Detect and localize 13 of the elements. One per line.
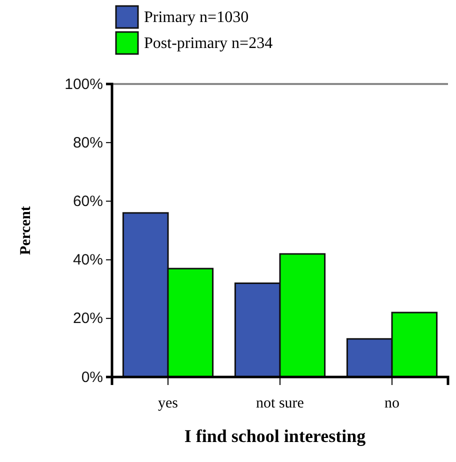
y-tick-label: 20% <box>72 310 103 328</box>
legend-label: Post-primary n=234 <box>144 35 273 52</box>
x-tick-label: not sure <box>256 396 304 412</box>
y-tick-label: 80% <box>72 134 103 152</box>
y-axis-title: Percent <box>18 206 34 255</box>
x-tick-label: yes <box>158 396 178 412</box>
legend-label: Primary n=1030 <box>144 9 249 26</box>
x-axis-title: I find school interesting <box>184 426 366 446</box>
x-tick-label: no <box>384 396 400 412</box>
y-tick-label: 0% <box>81 368 103 386</box>
y-tick-label: 40% <box>72 252 103 269</box>
y-tick-label: 100% <box>64 76 103 93</box>
y-tick-label: 60% <box>72 193 103 210</box>
